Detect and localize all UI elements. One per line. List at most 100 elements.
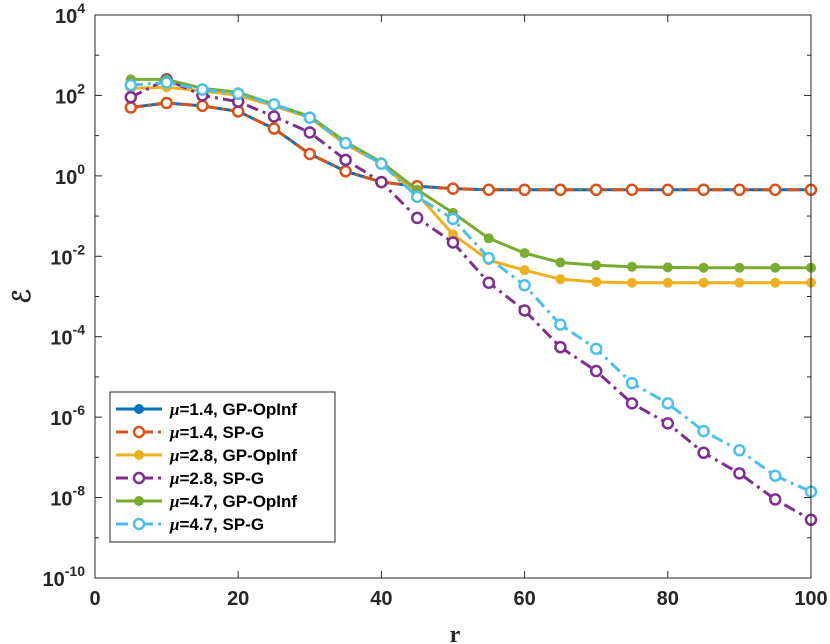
legend-entry: μ=2.8, GP-OpInf [116,446,297,465]
data-point [627,277,637,288]
data-point [625,397,639,410]
data-point [482,183,496,197]
legend-label: μ=4.7, GP-OpInf [169,492,297,511]
legend-entry: μ=2.8, SP-G [116,469,264,488]
legend-entry: μ=4.7, GP-OpInf [116,492,297,511]
data-point [555,274,566,285]
data-point [518,183,531,197]
y-tick-label: 104 [55,0,85,28]
data-point [554,340,567,354]
legend-label: μ=1.4, GP-OpInf [169,400,297,419]
x-tick-label: 40 [370,588,392,610]
data-point [661,397,675,410]
data-point [339,153,352,167]
data-point [661,183,675,197]
data-point [625,376,639,390]
data-point [697,183,710,197]
data-point [625,183,639,197]
data-point [555,257,566,268]
data-point [591,260,602,271]
data-point [770,277,781,288]
legend-label: μ=1.4, SP-G [169,423,264,442]
legend-marker [134,404,144,414]
data-point [446,212,460,226]
data-point [698,262,709,273]
data-point [589,183,603,197]
series-2 [124,96,818,197]
data-point [518,304,531,317]
data-point [196,99,209,113]
data-point [698,277,709,288]
y-tick-label: 100 [55,161,85,189]
data-point [483,233,494,244]
y-tick-label: 10-4 [50,322,85,350]
data-point [160,76,173,89]
data-point [518,279,531,292]
data-point [410,190,424,204]
legend-marker [134,450,144,460]
legend-entry: μ=1.4, GP-OpInf [116,400,297,419]
data-point [339,136,352,150]
y-tick-label: 10-8 [50,483,85,511]
legend-entry: μ=1.4, SP-G [116,423,264,442]
y-tick-label: 10-6 [50,402,85,430]
data-point [591,276,602,287]
data-point [554,183,567,197]
data-point [231,87,245,101]
data-point [339,165,352,178]
data-point [768,469,782,482]
data-point [770,262,781,273]
data-point [196,83,209,96]
data-point [303,147,317,161]
data-point [303,126,317,139]
data-point [446,182,460,195]
data-point [697,446,710,460]
data-point [303,111,317,124]
data-point [410,211,424,225]
x-tick-label: 100 [794,588,827,610]
data-point [733,467,746,480]
series-6 [124,76,818,498]
x-tick-label: 80 [657,588,679,610]
legend-marker [132,471,146,485]
legend-entry: μ=4.7, SP-G [116,515,264,534]
data-point [554,318,567,331]
x-axis-label: r [450,622,461,644]
data-point [482,251,496,265]
x-tick-label: 20 [227,588,249,610]
y-axis-label: ℰ [10,289,36,304]
data-point [124,101,138,114]
data-point [482,276,496,289]
data-point [734,277,745,288]
data-point [697,424,710,438]
series-line [130,77,812,522]
data-point [267,98,281,111]
legend-marker [132,425,146,439]
data-point [734,262,745,273]
data-point [733,444,746,457]
series-line [130,85,811,285]
data-point [733,183,746,197]
data-point [662,262,673,273]
data-point [589,342,603,356]
legend-box [109,391,336,543]
legend-label: μ=4.7, SP-G [169,515,264,534]
legend-marker [134,496,144,506]
y-tick-label: 102 [55,80,85,108]
data-point [160,96,173,110]
data-point [661,417,675,430]
legend-label: μ=2.8, SP-G [169,469,264,488]
data-point [627,261,637,272]
data-point [124,91,138,104]
data-point [375,157,388,171]
data-point [519,265,530,276]
data-point [768,183,782,197]
legend-marker [132,517,146,531]
data-point [267,110,281,123]
x-tick-label: 0 [89,588,100,610]
y-tick-label: 10-10 [43,563,86,591]
data-point [768,493,782,506]
x-tick-label: 60 [513,588,535,610]
data-point [124,78,138,92]
